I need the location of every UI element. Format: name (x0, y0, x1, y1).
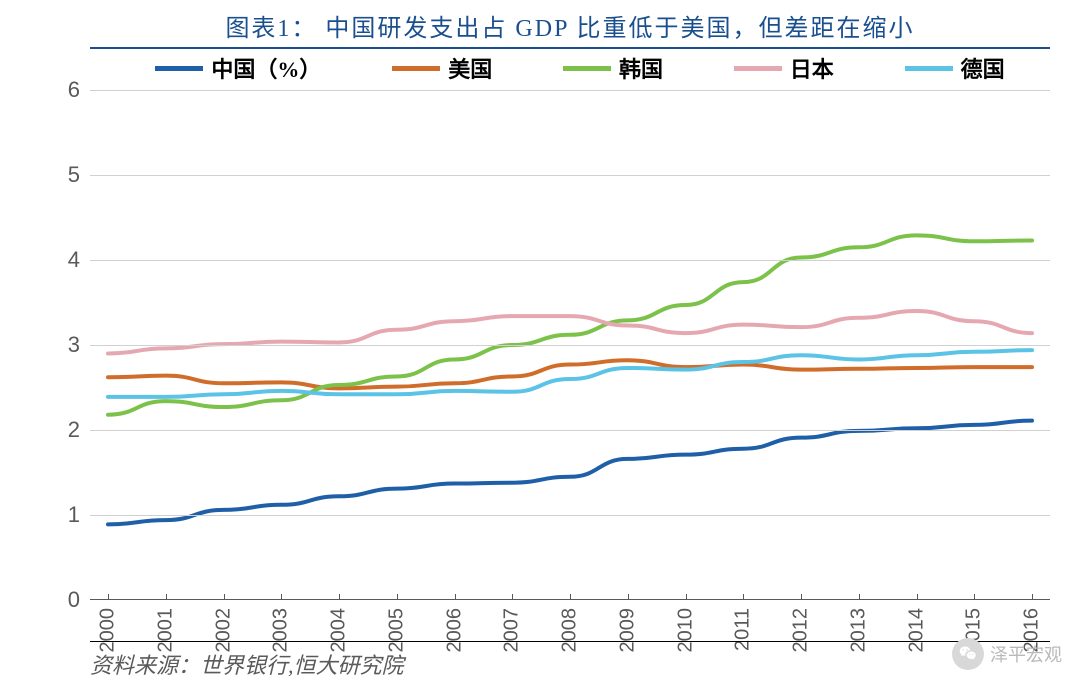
chart-container: 图表1： 中国研发支出占 GDP 比重低于美国，但差距在缩小 中国（%） 美国 韩国… (0, 0, 1080, 698)
x-tick (281, 594, 282, 600)
series-line (108, 311, 1032, 354)
x-tick (743, 594, 744, 600)
legend-item: 中国（%） (155, 52, 321, 84)
gridline (90, 430, 1050, 431)
x-tick (397, 594, 398, 600)
chart-title-bar: 图表1： 中国研发支出占 GDP 比重低于美国，但差距在缩小 (90, 8, 1050, 49)
x-tick (224, 594, 225, 600)
legend-swatch (155, 66, 203, 71)
chart-source: 资料来源：世界银行,恒大研究院 (90, 641, 1050, 680)
legend-swatch (563, 66, 611, 71)
legend-label: 德国 (961, 52, 1005, 84)
legend-swatch (905, 66, 953, 71)
gridline (90, 175, 1050, 176)
y-axis-label: 0 (68, 587, 80, 613)
gridline (90, 345, 1050, 346)
source-text: 资料来源：世界银行,恒大研究院 (90, 653, 404, 678)
gridline (90, 260, 1050, 261)
legend-label: 美国 (448, 52, 492, 84)
chart-plot-area: 0123456200020012002200320042005200620072… (90, 90, 1050, 600)
legend-swatch (734, 66, 782, 71)
series-line (108, 350, 1032, 397)
legend-label: 中国（%） (211, 52, 321, 84)
y-axis-label: 4 (68, 247, 80, 273)
legend-item: 德国 (905, 52, 1005, 84)
y-axis-label: 3 (68, 332, 80, 358)
y-axis-label: 2 (68, 417, 80, 443)
series-line (108, 421, 1032, 525)
x-tick (166, 594, 167, 600)
legend-label: 韩国 (619, 52, 663, 84)
x-tick (512, 594, 513, 600)
x-tick (859, 594, 860, 600)
watermark: 泽平宏观 (952, 638, 1062, 670)
wechat-icon (952, 638, 984, 670)
chart-title: 图表1： 中国研发支出占 GDP 比重低于美国，但差距在缩小 (225, 16, 914, 42)
x-tick (974, 594, 975, 600)
y-axis-label: 6 (68, 77, 80, 103)
x-tick (686, 594, 687, 600)
legend-item: 韩国 (563, 52, 663, 84)
legend-label: 日本 (790, 52, 834, 84)
series-line (108, 360, 1032, 388)
x-tick (570, 594, 571, 600)
legend-swatch (392, 66, 440, 71)
legend-item: 美国 (392, 52, 492, 84)
gridline (90, 515, 1050, 516)
x-tick (801, 594, 802, 600)
x-tick (628, 594, 629, 600)
x-tick (455, 594, 456, 600)
x-tick (339, 594, 340, 600)
x-tick (1032, 594, 1033, 600)
y-axis-label: 1 (68, 502, 80, 528)
watermark-text: 泽平宏观 (990, 641, 1062, 667)
gridline (90, 90, 1050, 91)
chart-legend: 中国（%） 美国 韩国 日本 德国 (120, 52, 1040, 84)
legend-item: 日本 (734, 52, 834, 84)
x-tick (917, 594, 918, 600)
y-axis-label: 5 (68, 162, 80, 188)
x-tick (108, 594, 109, 600)
series-line (108, 235, 1032, 414)
